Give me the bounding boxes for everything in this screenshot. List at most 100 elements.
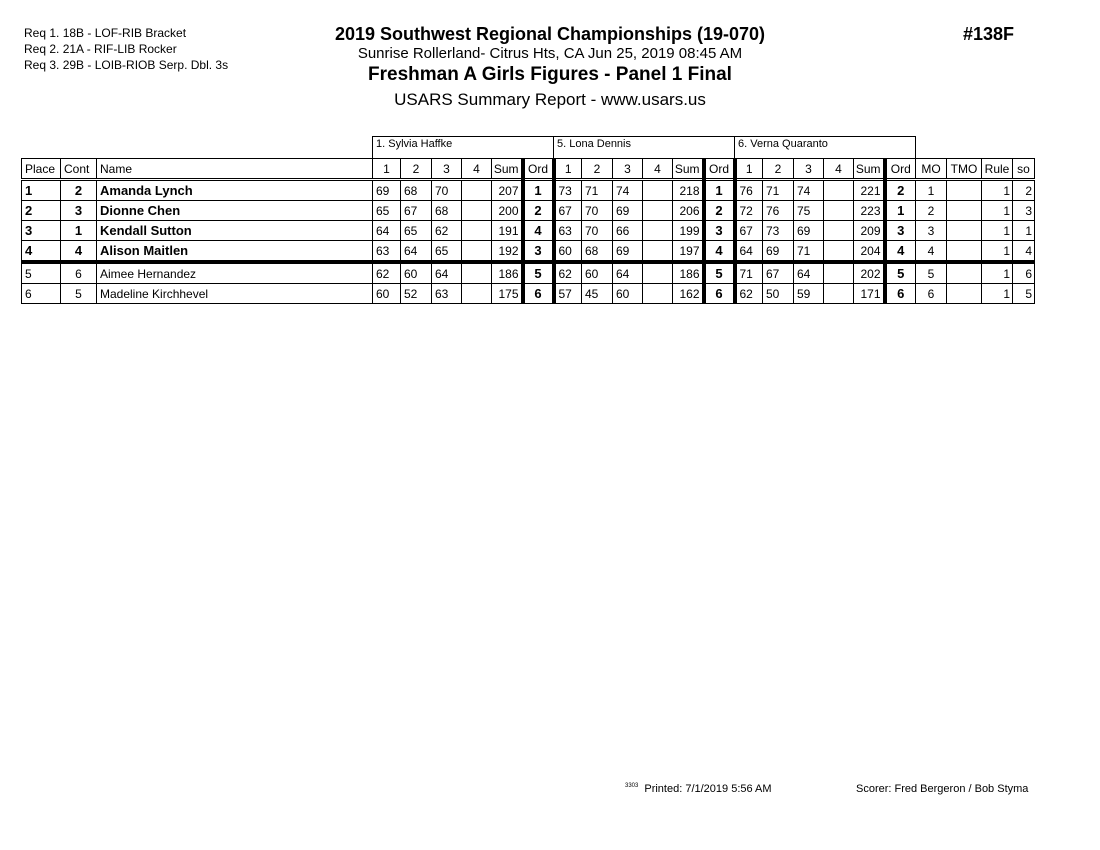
rule-cell: 1 xyxy=(981,261,1013,284)
score-cell: 74 xyxy=(612,179,643,201)
printed-text: Printed: 7/1/2019 5:56 AM xyxy=(644,783,772,795)
header-figure-1: 1 xyxy=(372,158,401,181)
header-figure-2: 2 xyxy=(581,158,613,181)
score-cell: 72 xyxy=(732,200,763,221)
score-cell: 63 xyxy=(372,240,401,264)
score-cell: 66 xyxy=(612,220,643,241)
mo-cell: 2 xyxy=(915,200,947,221)
sum-cell: 221 xyxy=(853,179,885,201)
contestant-number-cell: 2 xyxy=(60,179,97,201)
score-cell: 75 xyxy=(793,200,824,221)
ordinal-cell: 5 xyxy=(701,261,735,284)
tmo-cell xyxy=(946,240,982,264)
score-cell: 60 xyxy=(551,240,582,264)
score-cell: 60 xyxy=(581,261,613,284)
score-cell: 67 xyxy=(400,200,432,221)
sum-cell: 207 xyxy=(491,179,523,201)
score-cell: 69 xyxy=(372,179,401,201)
score-cell xyxy=(823,283,854,304)
so-cell: 2 xyxy=(1012,179,1035,201)
ordinal-cell: 4 xyxy=(520,220,554,241)
header-figure-2: 2 xyxy=(400,158,432,181)
tmo-cell xyxy=(946,200,982,221)
ordinal-cell: 6 xyxy=(520,283,554,304)
header-name: Name xyxy=(96,158,373,181)
report-subtitle: USARS Summary Report - www.usars.us xyxy=(394,90,706,109)
score-cell: 73 xyxy=(551,179,582,201)
rule-cell: 1 xyxy=(981,179,1013,201)
header-cont: Cont xyxy=(60,158,97,181)
score-cell: 50 xyxy=(762,283,794,304)
header-figure-3: 3 xyxy=(431,158,462,181)
event-number: #138F xyxy=(963,24,1015,44)
rule-cell: 1 xyxy=(981,240,1013,264)
header-figure-4: 4 xyxy=(461,158,492,181)
skater-name-cell: Kendall Sutton xyxy=(96,220,373,241)
header-figure-4: 4 xyxy=(642,158,673,181)
so-cell: 5 xyxy=(1012,283,1035,304)
score-cell xyxy=(823,200,854,221)
header-figure-3: 3 xyxy=(612,158,643,181)
score-cell xyxy=(823,261,854,284)
venue-date: Sunrise Rollerland- Citrus Hts, CA Jun 2… xyxy=(357,45,743,62)
score-cell: 60 xyxy=(372,283,401,304)
score-cell: 65 xyxy=(431,240,462,264)
spacer xyxy=(22,137,373,159)
spacer xyxy=(916,137,1035,159)
score-cell xyxy=(461,240,492,264)
score-cell: 71 xyxy=(762,179,794,201)
mo-cell: 1 xyxy=(915,179,947,201)
score-cell: 69 xyxy=(612,200,643,221)
tmo-cell xyxy=(946,283,982,304)
ordinal-cell: 4 xyxy=(701,240,735,264)
requirement-1: Req 1. 18B - LOF-RIB Bracket xyxy=(24,26,187,40)
header-sum: Sum xyxy=(491,158,523,181)
score-cell xyxy=(642,200,673,221)
header-figure-1: 1 xyxy=(551,158,582,181)
ordinal-cell: 6 xyxy=(701,283,735,304)
header-rule: Rule xyxy=(981,158,1013,181)
mo-cell: 4 xyxy=(915,240,947,264)
requirement-2: Req 2. 21A - RIF-LIB Rocker xyxy=(24,42,177,56)
championship-title: 2019 Southwest Regional Championships (1… xyxy=(334,24,766,44)
table-row: 6 5 Madeline Kirchhevel 60 52 63 175 6 57 45 60 162… xyxy=(21,283,1035,304)
header-figure-1: 1 xyxy=(732,158,763,181)
sum-cell: 175 xyxy=(491,283,523,304)
sum-cell: 186 xyxy=(491,261,523,284)
table-row: 4 4 Alison Maitlen 63 64 65 192 3 60 68 69 197 4 64 69… xyxy=(21,240,1035,264)
ordinal-cell: 6 xyxy=(882,283,916,304)
score-cell xyxy=(642,179,673,201)
sum-cell: 199 xyxy=(672,220,704,241)
score-cell xyxy=(461,179,492,201)
score-cell: 57 xyxy=(551,283,582,304)
score-cell: 60 xyxy=(400,261,432,284)
score-cell xyxy=(642,220,673,241)
score-cell: 68 xyxy=(581,240,613,264)
so-cell: 3 xyxy=(1012,200,1035,221)
score-cell xyxy=(461,261,492,284)
header-figure-4: 4 xyxy=(823,158,854,181)
score-cell: 60 xyxy=(612,283,643,304)
score-cell: 68 xyxy=(431,200,462,221)
ordinal-cell: 1 xyxy=(520,179,554,201)
score-cell xyxy=(823,240,854,264)
score-cell: 70 xyxy=(431,179,462,201)
mo-cell: 6 xyxy=(915,283,947,304)
score-cell: 70 xyxy=(581,200,613,221)
table-row: 1 2 Amanda Lynch 69 68 70 207 1 73 71 74 218 1 76 71 74… xyxy=(21,179,1035,201)
ordinal-cell: 2 xyxy=(701,200,735,221)
contestant-number-cell: 3 xyxy=(60,200,97,221)
score-cell: 65 xyxy=(372,200,401,221)
mo-cell: 5 xyxy=(915,261,947,284)
place-cell: 3 xyxy=(21,220,61,241)
sum-cell: 202 xyxy=(853,261,885,284)
score-cell: 71 xyxy=(581,179,613,201)
rule-cell: 1 xyxy=(981,283,1013,304)
ordinal-cell: 4 xyxy=(882,240,916,264)
ordinal-cell: 3 xyxy=(520,240,554,264)
score-cell xyxy=(461,283,492,304)
score-cell: 68 xyxy=(400,179,432,201)
judge-name: 5. Lona Dennis xyxy=(553,136,735,159)
score-cell xyxy=(461,200,492,221)
